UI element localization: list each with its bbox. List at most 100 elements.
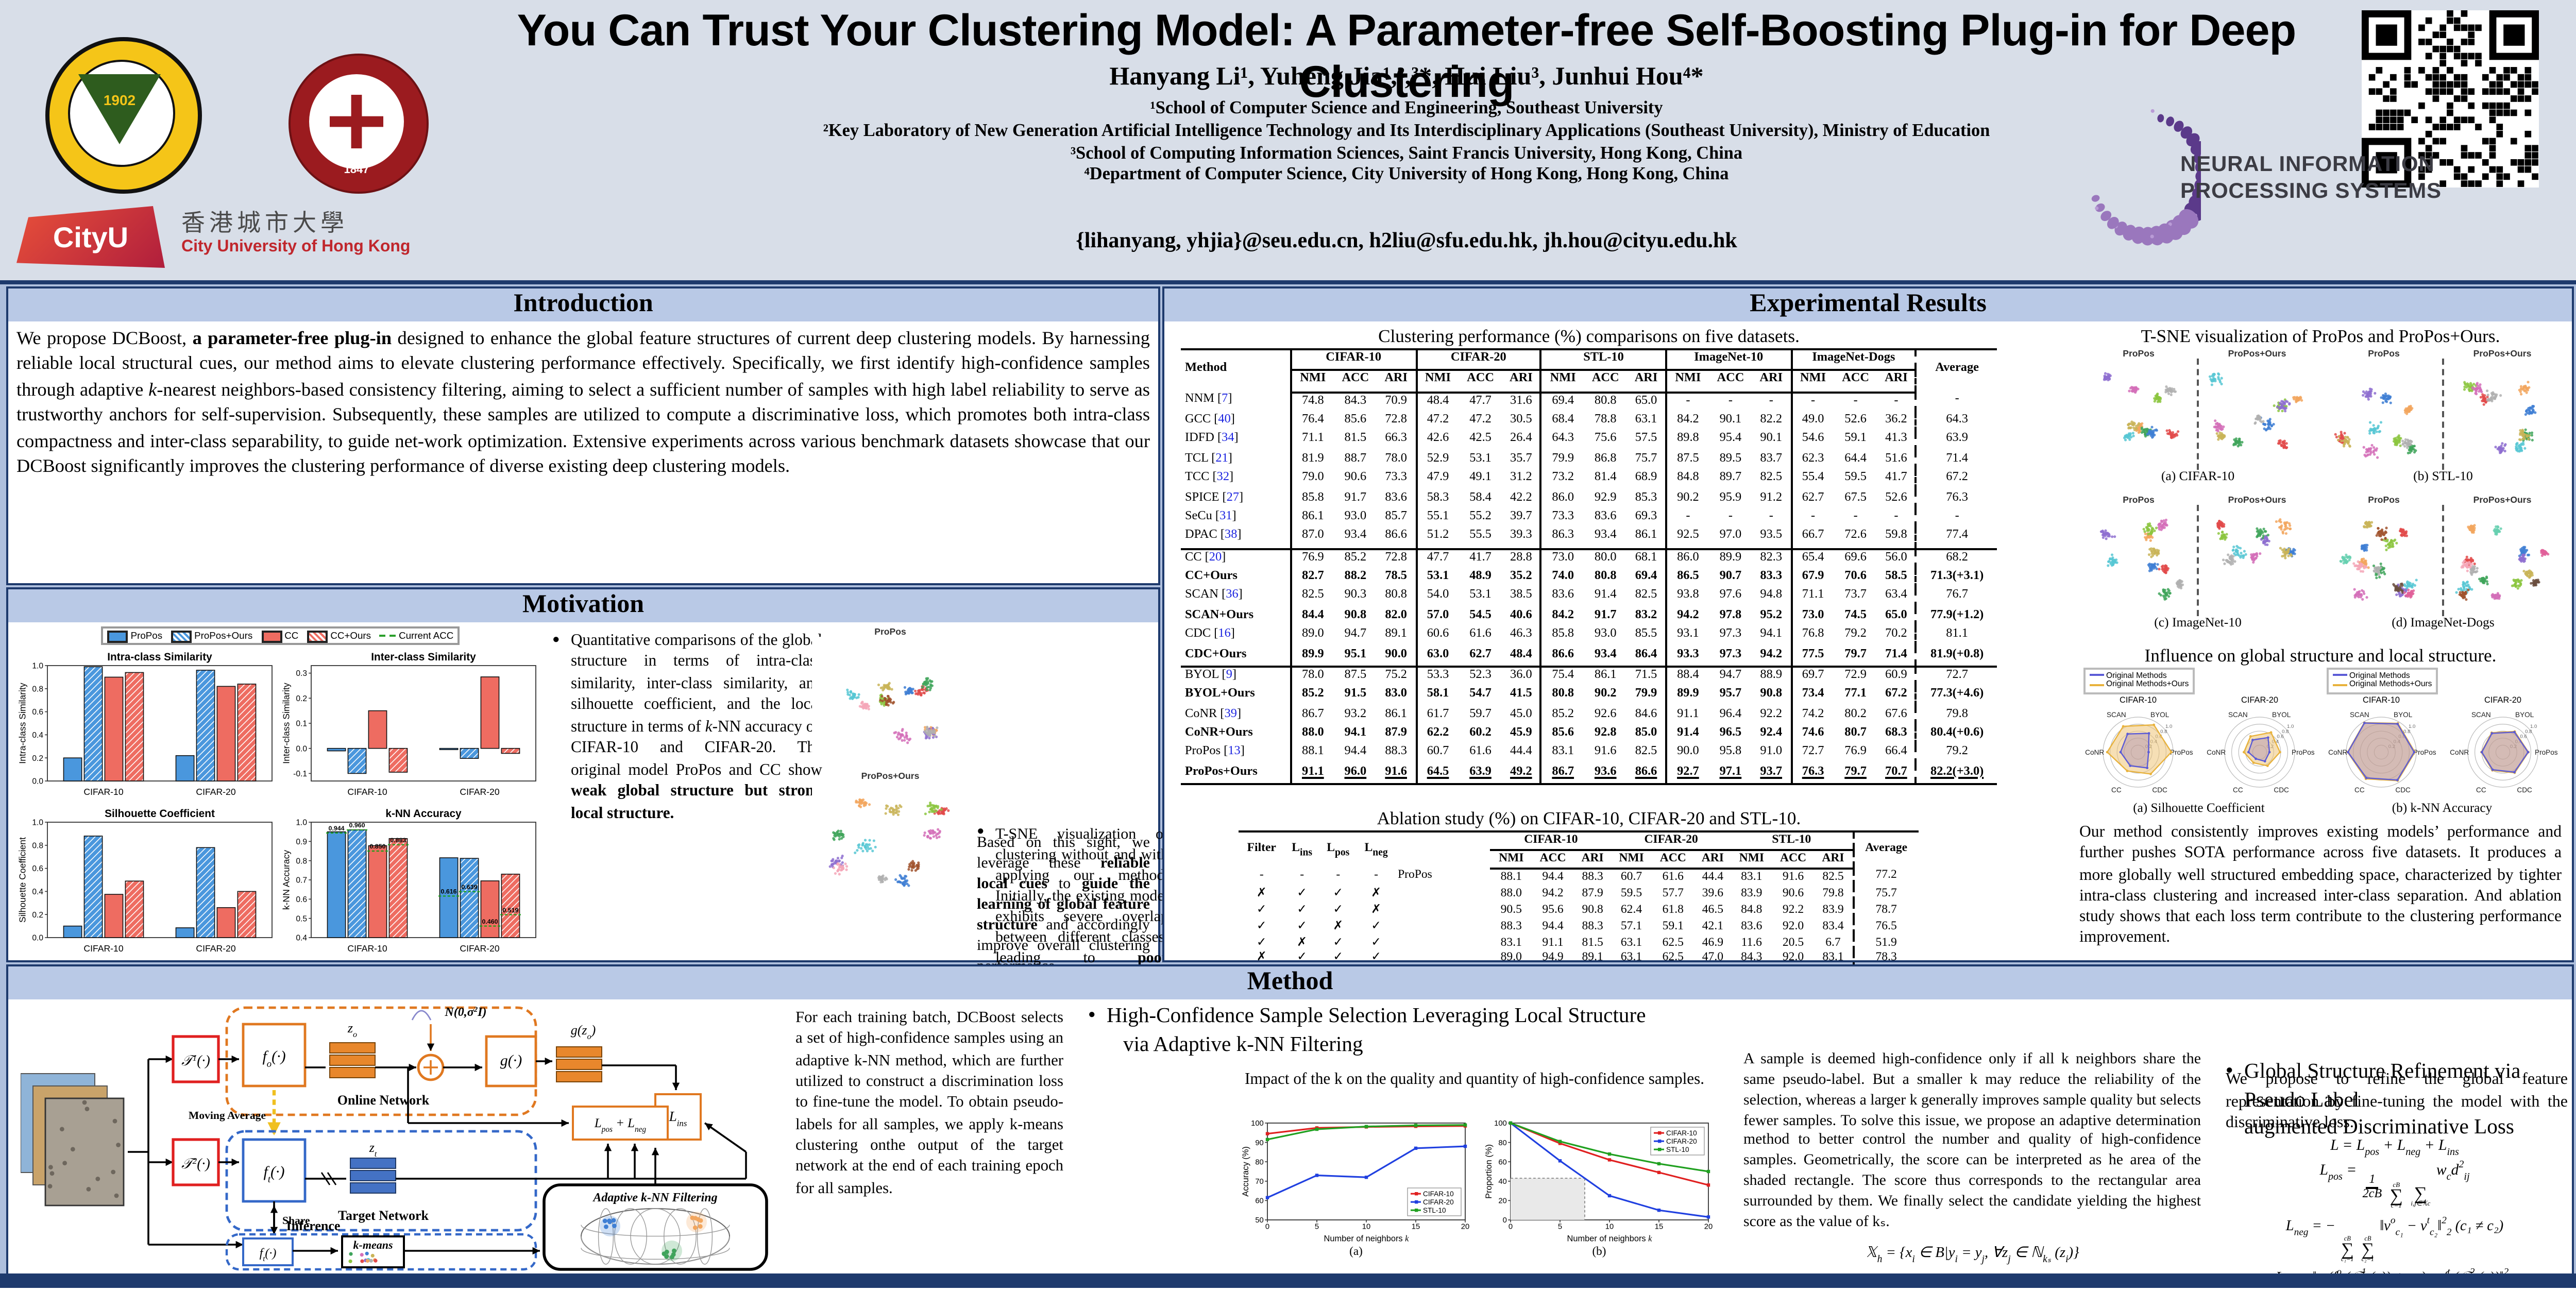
svg-text:0.0: 0.0 [296, 744, 307, 753]
svg-text:CoNR: CoNR [2207, 749, 2226, 756]
svg-text:1.0: 1.0 [2409, 724, 2415, 729]
sfu-year: 1847 [344, 165, 369, 177]
svg-text:CDC: CDC [2274, 786, 2289, 794]
group-header: ImageNet-10 [1665, 348, 1791, 372]
svg-text:CIFAR-20: CIFAR-20 [460, 787, 499, 797]
tsne-cell: ProPos ProPos+Ours (b) STL-10 [2325, 348, 2562, 492]
method-bullet2-title: Global Structure Refinement via Pseudo L… [2226, 1059, 2576, 1143]
method-bullet2-line2: augmented Discriminative Loss [2244, 1117, 2514, 1140]
method-right-text: We propose to refine the global feature … [2226, 1069, 2568, 1131]
svg-text:Inter-class Similarity: Inter-class Similarity [281, 683, 292, 764]
svg-text:zo: zo [347, 1021, 357, 1039]
svg-text:0.4: 0.4 [32, 731, 43, 740]
svg-text:5: 5 [1558, 1223, 1562, 1231]
neurips-logo-icon [2057, 82, 2215, 276]
svg-text:Lpos + Lneg: Lpos + Lneg [594, 1116, 647, 1134]
svg-text:0.8: 0.8 [32, 841, 43, 850]
svg-text:0.944: 0.944 [329, 825, 345, 832]
svg-text:0.616: 0.616 [441, 888, 457, 895]
tsne-caption: (c) ImageNet-10 [2154, 616, 2242, 631]
svg-text:1.0: 1.0 [32, 819, 43, 827]
table-row: CC+Ours 82.7 88.2 78.5 53.1 48.9 35.2 74.0 80.8 6… [1181, 569, 1997, 588]
svg-text:BYOL: BYOL [2150, 711, 2170, 719]
method-bullet2-line1: Global Structure Refinement via Pseudo L… [2244, 1061, 2521, 1112]
svg-text:0.883: 0.883 [390, 837, 406, 844]
set-formula: 𝕏h = {xi ∈ B|yi = yj, ∀zj ∈ ℕkₛ (zi)} [1865, 1245, 2079, 1266]
cityu-zh: 香港城市大學 [181, 212, 348, 237]
svg-text:Lins: Lins [669, 1109, 687, 1128]
svg-text:CIFAR-10: CIFAR-10 [1666, 1129, 1697, 1137]
svg-text:CIFAR-20: CIFAR-20 [196, 787, 235, 797]
table-row: BYOL+Ours 85.2 91.5 83.0 58.1 54.7 41.5 80.8 90.… [1181, 687, 1997, 706]
svg-text:CIFAR-10: CIFAR-10 [1423, 1190, 1454, 1198]
loss-formulas: L = Lpos + Lneg + Lins Lpos = 1 2cB cB ∑ c=… [2213, 1135, 2576, 1290]
svg-text:CDC: CDC [2395, 786, 2411, 794]
svg-text:0.5: 0.5 [296, 914, 307, 923]
table-row: SCAN+Ours 84.4 90.8 82.0 57.0 54.5 40.6 84.2 91.… [1181, 607, 1997, 627]
intra-class-similarity-chart: 0.0 0.2 0.4 0.6 0.8 1.0 Intra-class Similarity… [18, 651, 273, 797]
sfu-logo: 1847 [289, 54, 429, 194]
svg-text:0: 0 [1503, 1216, 1507, 1225]
svg-text:CIFAR-20: CIFAR-20 [460, 943, 499, 954]
table-row: CDC+Ours 89.9 95.1 90.0 63.0 62.7 48.4 86.6 93.4… [1181, 646, 1997, 667]
section-motivation: Motivation ProPos ProPos+Ours CC CC+Ours Cur… [6, 587, 1168, 1068]
tsne-scatter [2197, 505, 2316, 616]
experimental-summary: Our method consistently improves existin… [2079, 822, 2562, 947]
svg-text:0.850: 0.850 [369, 843, 385, 850]
table-row: CDC [16] 89.0 94.7 89.1 60.6 61.6 46.3 85.8 93.0… [1181, 627, 1997, 647]
introduction-text: We propose DCBoost, a parameter-free plu… [16, 328, 1150, 477]
seu-logo: 1902 [45, 37, 202, 194]
poster-title: You Can Trust Your Clustering Model: A P… [517, 6, 2297, 107]
svg-text:CIFAR-10: CIFAR-10 [347, 787, 387, 797]
cityu-mark: CityU [16, 206, 165, 268]
tsne-cell: ProPos ProPos+Ours (a) CIFAR-10 [2079, 348, 2316, 492]
svg-text:0.2: 0.2 [32, 911, 43, 920]
tsne-scatter [2197, 359, 2316, 470]
tsne-caption: (a) CIFAR-10 [2161, 470, 2235, 484]
svg-text:SCAN: SCAN [2107, 711, 2126, 719]
svg-text:CDC: CDC [2152, 786, 2167, 794]
svg-text:0.0: 0.0 [32, 777, 43, 786]
svg-text:Share: Share [282, 1214, 310, 1227]
svg-text:CIFAR-10: CIFAR-10 [83, 787, 123, 797]
ablation-row: ✗ ✓ ✓ ✗ 88.0 94.2 87.9 59.5 57.7 39.6 83.9 90.6 79.8… [1239, 886, 1919, 903]
svg-text:BYOL: BYOL [2272, 711, 2291, 719]
header: 1902 1847 CityU 香港城市大學 City University o… [0, 0, 2576, 284]
tsne-scatter [2442, 505, 2562, 616]
tsne-scatter [2079, 505, 2197, 616]
svg-text:0.8: 0.8 [296, 857, 307, 865]
svg-text:0.6: 0.6 [296, 895, 307, 904]
svg-text:15: 15 [1412, 1223, 1420, 1231]
affiliations: ¹School of Computer Science and Engineer… [464, 97, 2349, 186]
svg-text:20: 20 [1498, 1197, 1506, 1205]
svg-text:50: 50 [1255, 1216, 1263, 1225]
section-introduction: Introduction We propose DCBoost, a param… [6, 286, 1160, 585]
ablation-row: - - - - ProPos 88.1 94.4 88.3 60.7 61.6 44.4 83.1 91… [1239, 868, 1919, 886]
svg-text:STL-10: STL-10 [1666, 1146, 1689, 1153]
motivation-bullet-2b: Based on this sight, we leverage these r… [977, 833, 1150, 974]
method-architecture-diagram: 𝒯1(·) fo(·)zoN(0,σ2I)g(·)g(zo)Online Netw… [21, 1006, 768, 1271]
svg-text:0.4: 0.4 [32, 888, 43, 896]
svg-text:BYOL: BYOL [2515, 711, 2534, 719]
motivation-tsne: ProPos ProPos+Ours [812, 626, 969, 915]
svg-text:100: 100 [1494, 1119, 1507, 1128]
svg-text:Target Network: Target Network [338, 1208, 429, 1223]
proportion-vs-k-chart: 0 20 40 60 80 100 0 5 10 15 20 Number of neighbors … [1484, 1119, 1713, 1243]
table-row: CoNR+Ours 88.0 94.1 87.9 62.2 60.2 45.9 85.6 92.… [1181, 725, 1997, 745]
svg-text:Adaptive k-NN Filtering: Adaptive k-NN Filtering [592, 1191, 717, 1204]
table-row: SPICE [27] 85.8 91.7 83.6 58.3 58.4 42.2 86.0 92… [1181, 489, 1997, 509]
group-header: STL-10 [1540, 348, 1666, 372]
qr-code-icon [2362, 10, 2539, 188]
table-row: ProPos [13] 88.1 94.4 88.3 60.7 61.6 44.4 83.1 9… [1181, 745, 1997, 765]
tsne-scatter [2325, 505, 2442, 616]
tsne-caption: (b) STL-10 [2413, 470, 2473, 484]
radar-caption-b: (b) k-NN Accuracy [2392, 802, 2493, 816]
svg-text:1.0: 1.0 [32, 662, 43, 671]
svg-text:k-means: k-means [353, 1238, 393, 1251]
table-row: GCC [40] 76.4 85.6 72.8 47.2 47.2 30.5 68.4 78.8… [1181, 412, 1997, 432]
chart-caption-b: (b) [1592, 1247, 1606, 1259]
radar-caption-a: (a) Silhouette Coefficient [2133, 802, 2265, 816]
motivation-chart-legend: ProPos ProPos+Ours CC CC+Ours Current ACC [16, 626, 544, 645]
svg-text:Moving Average: Moving Average [189, 1109, 266, 1122]
radar-silhouette-cifar10: CIFAR-10BYOLProPosCDCCCCoNRSCAN0.20.40.6… [2085, 695, 2193, 794]
